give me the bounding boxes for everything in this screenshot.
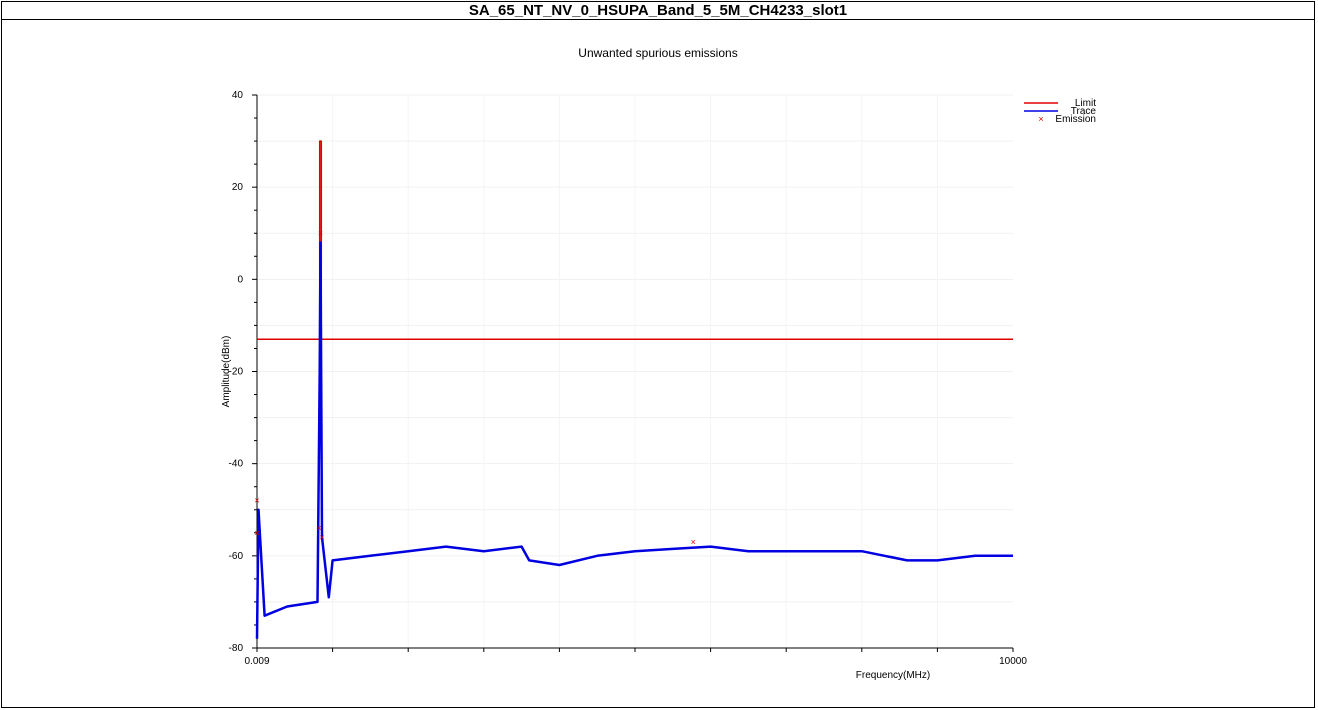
- y-tick-label: 20: [232, 182, 244, 193]
- chart-title: Unwanted spurious emissions: [578, 46, 738, 60]
- emission-marker: ×: [316, 523, 321, 533]
- emission-markers: ××××× ×: [254, 228, 695, 547]
- x-tick-label: 0.009: [244, 656, 269, 667]
- y-axis-title: Amplitude(dBm): [221, 336, 232, 408]
- report-title: SA_65_NT_NV_0_HSUPA_Band_5_5M_CH4233_slo…: [2, 2, 1314, 20]
- x-tick-label: 10000: [999, 656, 1027, 667]
- legend-swatch-emission: ×: [1038, 114, 1043, 124]
- y-tick-label: 40: [232, 90, 244, 101]
- y-tick-label: -40: [229, 459, 244, 470]
- emission-marker: ×: [254, 528, 259, 538]
- y-tick-label: -20: [229, 367, 244, 378]
- y-tick-label: 0: [237, 274, 243, 285]
- emission-marker: ×: [691, 537, 696, 547]
- legend-label-limit: Limit: [1075, 98, 1096, 109]
- legend-label-trace: Trace: [1071, 106, 1097, 117]
- emission-marker: ×: [318, 228, 323, 238]
- emission-marker: ×: [254, 496, 259, 506]
- series-layer: [255, 140, 1013, 639]
- axes: 40 20 0 -20 -40 -60 -800.009 10000: [229, 90, 1028, 667]
- series-trace: [255, 241, 1013, 639]
- y-tick-label: -80: [229, 643, 244, 654]
- grid: [257, 94, 1013, 649]
- legend-label-emission: Emission: [1055, 114, 1096, 125]
- y-tick-label: -60: [229, 551, 244, 562]
- x-axis-title: Frequency(MHz): [856, 670, 930, 681]
- emission-marker: ×: [319, 532, 324, 542]
